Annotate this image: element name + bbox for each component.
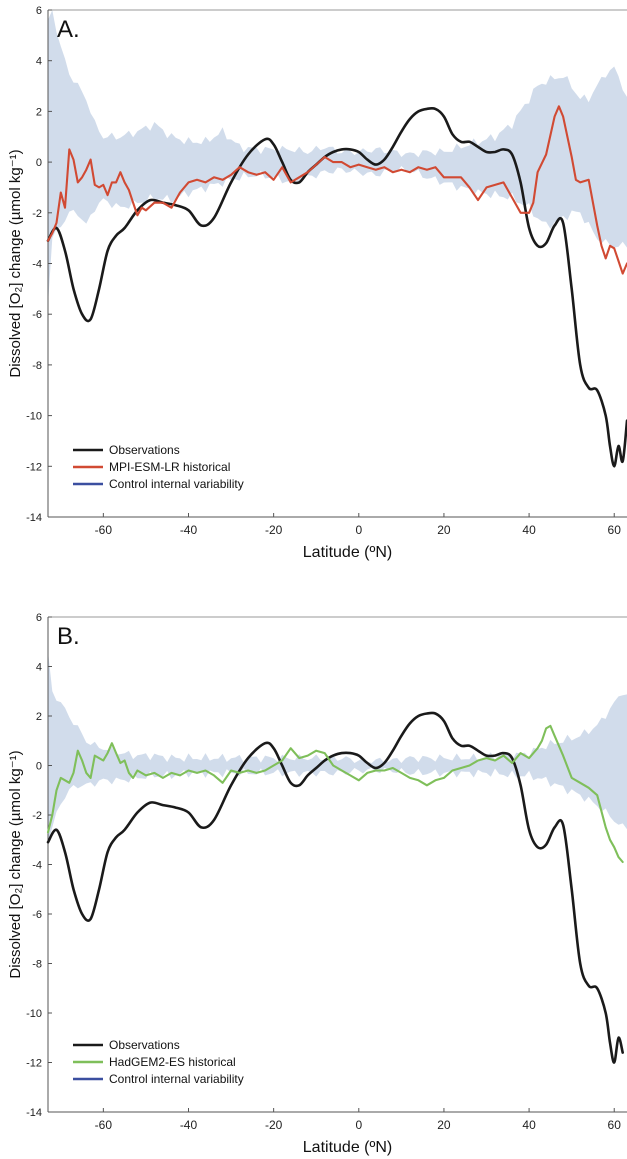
panel-label: A. bbox=[57, 16, 80, 43]
legend-entry-model: HadGEM2-ES historical bbox=[73, 1055, 236, 1069]
y-axis-label: Dissolved [O₂] change (µmol kg⁻¹) bbox=[7, 750, 24, 978]
x-tick-label: 40 bbox=[522, 1118, 536, 1132]
x-tick-label: -60 bbox=[95, 523, 113, 537]
y-tick-label: -12 bbox=[26, 1058, 42, 1070]
x-tick-label: 60 bbox=[608, 1118, 622, 1132]
legend-entry-observations: Observations bbox=[73, 443, 180, 457]
legend-label: Observations bbox=[109, 443, 180, 457]
x-tick-label: -60 bbox=[95, 1118, 113, 1132]
legend-label: MPI-ESM-LR historical bbox=[109, 460, 230, 474]
legend-label: Control internal variability bbox=[109, 1072, 244, 1086]
legend-entry-control-variability: Control internal variability bbox=[73, 1072, 244, 1086]
y-tick-label: 4 bbox=[36, 662, 42, 674]
y-tick-label: -14 bbox=[26, 1107, 42, 1119]
x-tick-label: -20 bbox=[265, 523, 283, 537]
y-tick-label: -10 bbox=[26, 411, 42, 423]
control-variability-band bbox=[48, 10, 627, 305]
legend: Observations MPI-ESM-LR historical Contr… bbox=[73, 443, 244, 491]
y-tick-label: -4 bbox=[32, 259, 42, 271]
series-lines bbox=[46, 105, 627, 468]
y-tick-label: 4 bbox=[36, 56, 42, 68]
y-tick-label: 2 bbox=[36, 106, 42, 118]
observations-line bbox=[46, 711, 624, 1064]
y-tick-label: -2 bbox=[32, 810, 42, 822]
x-tick-label: -40 bbox=[180, 523, 198, 537]
model-line bbox=[46, 105, 627, 275]
y-tick-label: -8 bbox=[32, 959, 42, 971]
y-tick-label: -2 bbox=[32, 208, 42, 220]
y-tick-label: 0 bbox=[36, 761, 42, 773]
x-axis-label: Latitude (ºN) bbox=[303, 1139, 392, 1156]
legend-entry-control-variability: Control internal variability bbox=[73, 477, 244, 491]
x-tick-label: 60 bbox=[608, 523, 622, 537]
legend-entry-observations: Observations bbox=[73, 1038, 180, 1052]
observations-line bbox=[46, 106, 627, 468]
x-tick-label: 20 bbox=[437, 523, 451, 537]
legend: Observations HadGEM2-ES historical Contr… bbox=[73, 1038, 244, 1086]
legend-label: Control internal variability bbox=[109, 477, 244, 491]
legend-entry-model: MPI-ESM-LR historical bbox=[73, 460, 230, 474]
x-axis-label: Latitude (ºN) bbox=[303, 544, 392, 561]
y-tick-label: -12 bbox=[26, 461, 42, 473]
y-tick-label: 6 bbox=[36, 5, 42, 17]
series-lines bbox=[46, 711, 624, 1064]
variability-band bbox=[48, 10, 627, 305]
x-tick-label: 0 bbox=[355, 1118, 362, 1132]
y-tick-label: -4 bbox=[32, 860, 42, 872]
y-tick-label: -8 bbox=[32, 360, 42, 372]
y-tick-label: 2 bbox=[36, 711, 42, 723]
y-tick-label: -10 bbox=[26, 1008, 42, 1020]
y-tick-label: -6 bbox=[32, 909, 42, 921]
model-line bbox=[46, 724, 624, 864]
y-axis-label: Dissolved [O₂] change (µmol kg⁻¹) bbox=[7, 149, 24, 377]
x-tick-label: -40 bbox=[180, 1118, 198, 1132]
x-tick-label: 0 bbox=[355, 523, 362, 537]
legend-label: HadGEM2-ES historical bbox=[109, 1055, 236, 1069]
legend-label: Observations bbox=[109, 1038, 180, 1052]
panel-label: B. bbox=[57, 623, 80, 650]
x-tick-label: 20 bbox=[437, 1118, 451, 1132]
x-tick-label: 40 bbox=[522, 523, 536, 537]
x-tick-label: -20 bbox=[265, 1118, 283, 1132]
y-tick-label: 6 bbox=[36, 612, 42, 624]
y-tick-label: -6 bbox=[32, 309, 42, 321]
y-tick-label: 0 bbox=[36, 157, 42, 169]
y-tick-label: -14 bbox=[26, 512, 42, 524]
